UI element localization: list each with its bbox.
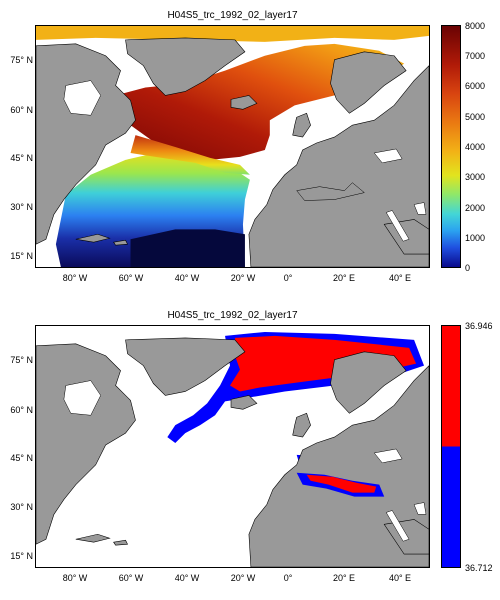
xtick-label: 40° W <box>174 273 200 283</box>
ytick-label: 60° N <box>10 405 33 415</box>
colorbar-tick: 6000 <box>465 81 486 91</box>
ytick-label: 60° N <box>10 105 33 115</box>
ytick-label: 15° N <box>10 551 33 561</box>
map-plot-area <box>35 325 430 568</box>
tracer-field-arctic <box>36 26 429 42</box>
colorbar-tick: 36.712 <box>465 563 493 573</box>
colorbar-tick: 4000 <box>465 142 486 152</box>
top-map-panel: H04S5_trc_1992_02_layer17 <box>0 0 500 290</box>
xtick-label: 60° W <box>118 273 144 283</box>
colorbar-tick: 36.946 <box>465 321 493 331</box>
land-british-isles <box>292 112 311 138</box>
colorbar-tick: 5000 <box>465 112 486 122</box>
land-scandinavia <box>330 51 407 114</box>
hudson-bay <box>63 380 101 416</box>
xtick-label: 20° W <box>230 573 256 583</box>
land-europe-asia-africa <box>248 365 429 567</box>
land-cuba <box>75 233 111 243</box>
black-sea <box>373 148 403 164</box>
land-cuba <box>75 533 111 543</box>
map-title: H04S5_trc_1992_02_layer17 <box>167 310 298 321</box>
hudson-bay <box>63 80 101 116</box>
ytick-label: 75° N <box>10 355 33 365</box>
map-plot-area <box>35 25 430 268</box>
xtick-label: 60° W <box>118 573 144 583</box>
xtick-label: 40° E <box>388 573 412 583</box>
land-iceland <box>230 95 258 110</box>
tracer-field-core <box>130 229 245 267</box>
colorbar-tick: 7000 <box>465 51 486 61</box>
land-north-america <box>36 43 136 245</box>
xtick-label: 40° W <box>174 573 200 583</box>
land-europe-asia-africa <box>248 65 429 267</box>
persian-gulf <box>413 502 427 515</box>
ytick-label: 45° N <box>10 153 33 163</box>
ytick-label: 30° N <box>10 202 33 212</box>
xtick-label: 40° E <box>388 273 412 283</box>
land-north-america <box>36 343 136 545</box>
xtick-label: 20° E <box>332 573 356 583</box>
colorbar-tick: 8000 <box>465 21 486 31</box>
red-sea <box>385 210 410 242</box>
black-sea <box>373 448 403 464</box>
xtick-label: 20° E <box>332 273 356 283</box>
ytick-label: 75° N <box>10 55 33 65</box>
colorbar-tick: 3000 <box>465 172 486 182</box>
map-title: H04S5_trc_1992_02_layer17 <box>167 10 298 21</box>
xtick-label: 20° W <box>230 273 256 283</box>
ytick-label: 30° N <box>10 502 33 512</box>
xtick-label: 80° W <box>62 273 88 283</box>
land-greenland <box>125 37 246 96</box>
ytick-label: 45° N <box>10 453 33 463</box>
map-canvas <box>36 331 429 567</box>
xtick-label: 0° <box>283 273 293 283</box>
colorbar <box>441 325 461 568</box>
land-masses <box>36 37 429 267</box>
colorbar-tick: 2000 <box>465 203 486 213</box>
land-scandinavia <box>330 351 407 414</box>
land-british-isles <box>292 412 311 438</box>
land-masses <box>36 337 429 567</box>
bottom-map-panel: H04S5_trc_1992_02_layer17 <box>0 300 500 590</box>
red-sea <box>385 510 410 542</box>
colorbar <box>441 25 461 268</box>
mediterranean-values <box>296 472 385 497</box>
colorbar-tick: 0 <box>465 263 471 273</box>
map-canvas <box>36 26 429 267</box>
land-iceland <box>230 395 258 410</box>
xtick-label: 80° W <box>62 573 88 583</box>
colorbar-tick: 1000 <box>465 233 486 243</box>
persian-gulf <box>413 202 427 215</box>
ytick-label: 15° N <box>10 251 33 261</box>
tracer-field-transition <box>130 135 250 175</box>
land-greenland <box>125 337 246 396</box>
xtick-label: 0° <box>283 573 293 583</box>
